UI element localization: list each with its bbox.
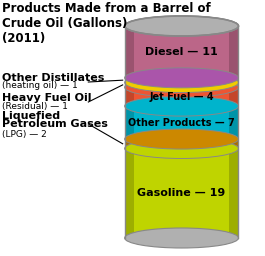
Text: Other Distillates: Other Distillates bbox=[2, 73, 104, 83]
Ellipse shape bbox=[125, 72, 238, 92]
Ellipse shape bbox=[125, 228, 238, 248]
Text: Diesel — 11: Diesel — 11 bbox=[145, 47, 218, 57]
Polygon shape bbox=[229, 139, 238, 148]
Text: Jet Fuel — 4: Jet Fuel — 4 bbox=[149, 92, 214, 102]
Ellipse shape bbox=[125, 129, 238, 149]
Polygon shape bbox=[229, 26, 238, 78]
Polygon shape bbox=[125, 139, 134, 148]
Polygon shape bbox=[125, 87, 238, 106]
Polygon shape bbox=[229, 78, 238, 82]
Polygon shape bbox=[125, 82, 134, 87]
Text: (LPG) — 2: (LPG) — 2 bbox=[2, 130, 47, 138]
Ellipse shape bbox=[125, 16, 238, 36]
Polygon shape bbox=[125, 26, 134, 78]
Ellipse shape bbox=[125, 68, 238, 88]
Polygon shape bbox=[229, 148, 238, 238]
Text: Gasoline — 19: Gasoline — 19 bbox=[138, 188, 226, 198]
Ellipse shape bbox=[125, 138, 238, 158]
Polygon shape bbox=[125, 87, 134, 106]
Ellipse shape bbox=[125, 16, 238, 36]
Polygon shape bbox=[125, 82, 238, 87]
Polygon shape bbox=[229, 87, 238, 106]
Polygon shape bbox=[125, 78, 238, 82]
Text: Products Made from a Barrel of
Crude Oil (Gallons)
(2011): Products Made from a Barrel of Crude Oil… bbox=[2, 2, 211, 45]
Polygon shape bbox=[125, 139, 238, 148]
Ellipse shape bbox=[125, 77, 238, 97]
Ellipse shape bbox=[125, 96, 238, 116]
Polygon shape bbox=[229, 82, 238, 87]
Text: Liquefied: Liquefied bbox=[2, 111, 60, 121]
Polygon shape bbox=[125, 106, 134, 139]
Polygon shape bbox=[125, 26, 238, 78]
Polygon shape bbox=[125, 106, 238, 139]
Text: (Residual) — 1: (Residual) — 1 bbox=[2, 101, 68, 111]
Polygon shape bbox=[125, 78, 134, 82]
Text: Other Products — 7: Other Products — 7 bbox=[128, 118, 235, 127]
Text: Petroleum Gases: Petroleum Gases bbox=[2, 119, 108, 129]
Polygon shape bbox=[125, 148, 134, 238]
Text: Heavy Fuel Oil: Heavy Fuel Oil bbox=[2, 93, 91, 103]
Polygon shape bbox=[125, 148, 238, 238]
Text: (heating oil) — 1: (heating oil) — 1 bbox=[2, 81, 78, 91]
Polygon shape bbox=[229, 106, 238, 139]
